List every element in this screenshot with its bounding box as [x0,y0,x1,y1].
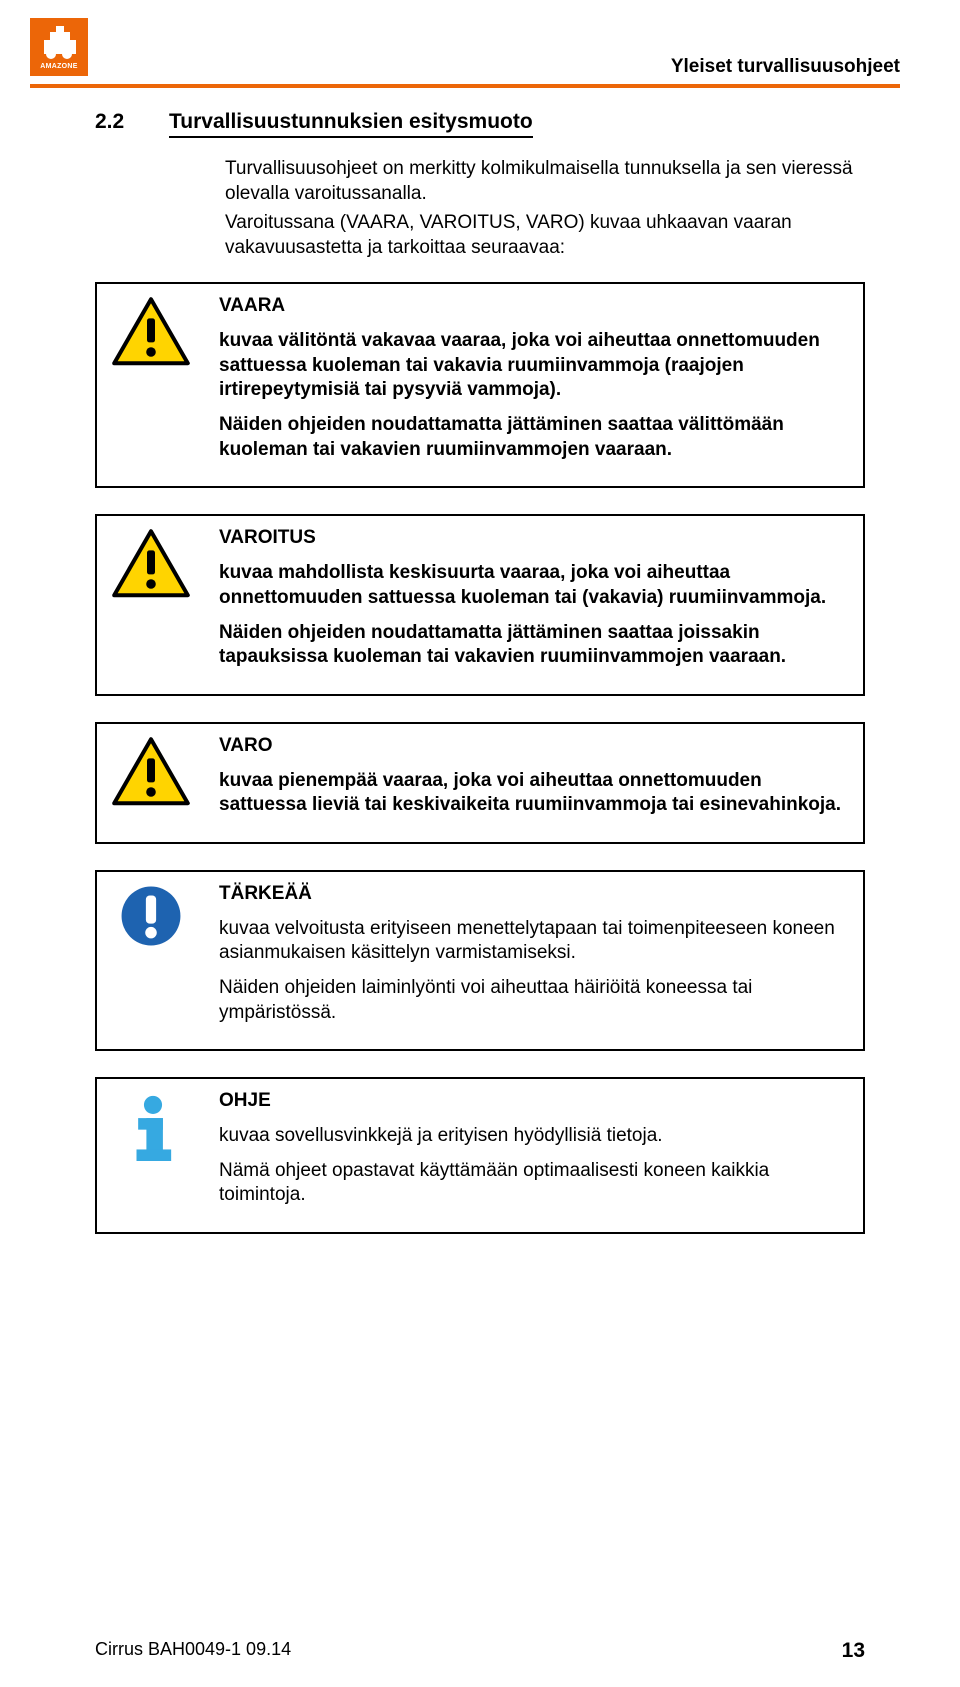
warning-triangle-icon [111,526,191,679]
intro-paragraph: Varoitussana (VAARA, VAROITUS, VARO) kuv… [225,210,865,260]
box-paragraph: kuvaa pienempää vaaraa, joka voi aiheutt… [219,769,849,818]
box-title: OHJE [219,1089,849,1114]
intro-text: Turvallisuusohjeet on merkitty kolmikulm… [225,156,865,260]
safety-box-tarkeaa: TÄRKEÄÄ kuvaa velvoitusta erityiseen men… [95,870,865,1051]
box-paragraph: kuvaa sovellusvinkkejä ja erityisen hyöd… [219,1124,849,1149]
brand-logo: AMAZONE [30,18,88,76]
box-text: VAROITUS kuvaa mahdollista keskisuurta v… [219,526,849,679]
warning-triangle-icon [111,294,191,472]
box-text: OHJE kuvaa sovellusvinkkejä ja erityisen… [219,1089,849,1218]
footer-page-number: 13 [842,1639,865,1663]
box-title: VAROITUS [219,526,849,551]
box-title: VARO [219,734,849,759]
box-paragraph: kuvaa mahdollista keskisuurta vaaraa, jo… [219,561,849,610]
safety-box-varo: VARO kuvaa pienempää vaaraa, joka voi ai… [95,722,865,844]
page-header-title: Yleiset turvallisuusohjeet [671,56,900,84]
warning-triangle-icon [111,734,191,828]
logo-text: AMAZONE [34,63,84,70]
box-paragraph: kuvaa välitöntä vakavaa vaaraa, joka voi… [219,329,849,403]
safety-box-vaara: VAARA kuvaa välitöntä vakavaa vaaraa, jo… [95,282,865,488]
box-title: VAARA [219,294,849,319]
footer-doc-id: Cirrus BAH0049-1 09.14 [95,1639,291,1663]
info-icon [111,1089,191,1218]
notice-circle-icon [111,882,191,1035]
box-title: TÄRKEÄÄ [219,882,849,907]
box-paragraph: Näiden ohjeiden laiminlyönti voi aiheutt… [219,976,849,1025]
box-paragraph: kuvaa velvoitusta erityiseen menettelyta… [219,917,849,966]
box-text: TÄRKEÄÄ kuvaa velvoitusta erityiseen men… [219,882,849,1035]
box-text: VARO kuvaa pienempää vaaraa, joka voi ai… [219,734,849,828]
page-content: 2.2 Turvallisuustunnuksien esitysmuoto T… [0,88,960,1234]
page-header: AMAZONE Yleiset turvallisuusohjeet [0,0,960,84]
section-title: Turvallisuustunnuksien esitysmuoto [169,110,533,138]
box-paragraph: Näiden ohjeiden noudattamatta jättäminen… [219,413,849,462]
section-heading: 2.2 Turvallisuustunnuksien esitysmuoto [95,110,865,138]
safety-box-ohje: OHJE kuvaa sovellusvinkkejä ja erityisen… [95,1077,865,1234]
intro-paragraph: Turvallisuusohjeet on merkitty kolmikulm… [225,156,865,206]
logo-shape-icon [38,22,80,60]
safety-box-varoitus: VAROITUS kuvaa mahdollista keskisuurta v… [95,514,865,695]
box-text: VAARA kuvaa välitöntä vakavaa vaaraa, jo… [219,294,849,472]
box-paragraph: Näiden ohjeiden noudattamatta jättäminen… [219,621,849,670]
section-number: 2.2 [95,110,139,138]
box-paragraph: Nämä ohjeet opastavat käyttämään optimaa… [219,1159,849,1208]
page-footer: Cirrus BAH0049-1 09.14 13 [95,1639,865,1663]
